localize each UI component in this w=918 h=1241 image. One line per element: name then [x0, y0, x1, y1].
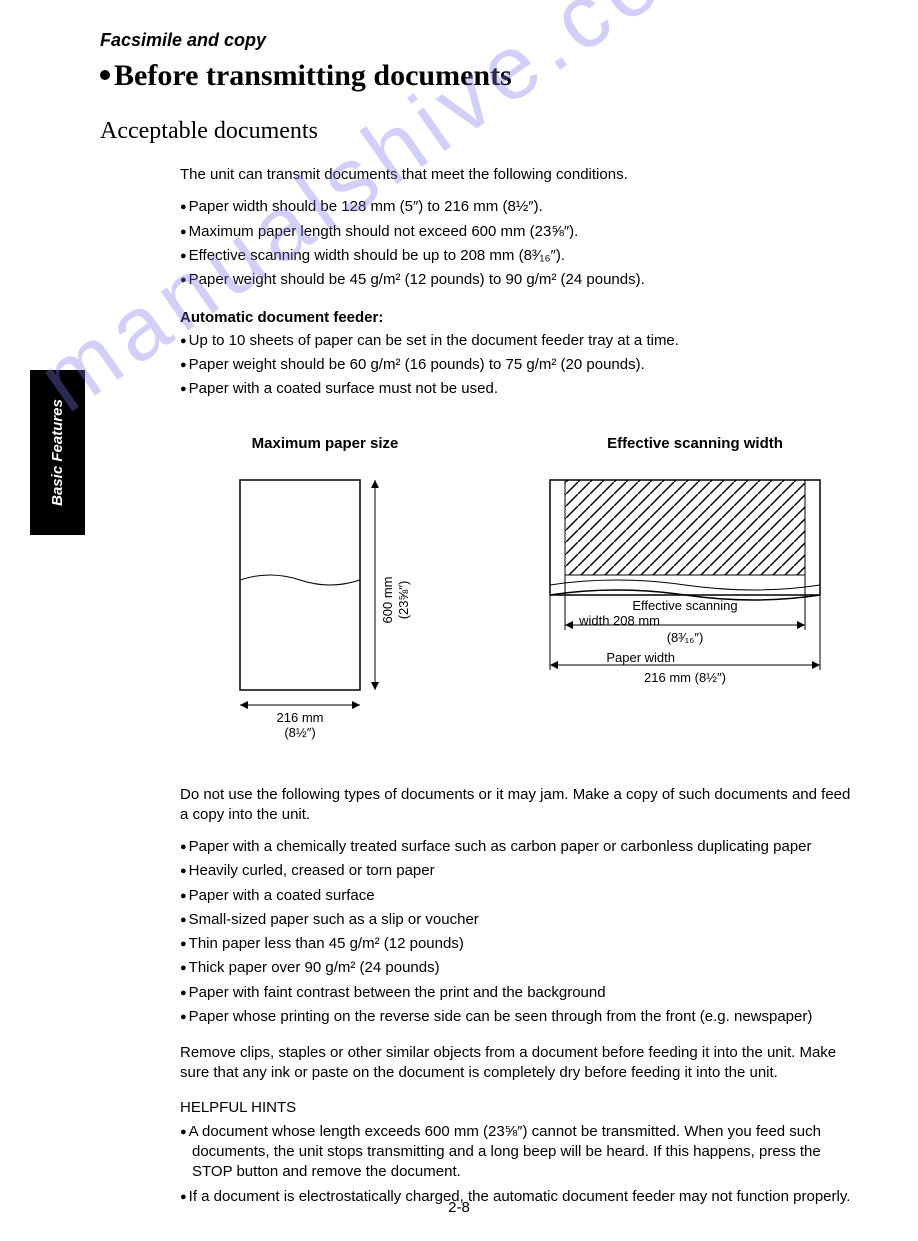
donot-intro: Do not use the following types of docume… [180, 785, 858, 826]
adf-item: Paper weight should be 60 g/m² (16 pound… [180, 355, 858, 375]
donot-item: Thin paper less than 45 g/m² (12 pounds) [180, 934, 858, 954]
max-paper-svg: 600 mm (23⅝″) 216 mm (8½″) [220, 470, 430, 740]
subtitle: Acceptable documents [100, 118, 868, 145]
svg-text:(23⅝″): (23⅝″) [396, 580, 411, 619]
donot-item: Paper whose printing on the reverse side… [180, 1007, 858, 1027]
page-title: Before transmitting documents [100, 59, 868, 93]
content-body: The unit can transmit documents that mee… [180, 165, 858, 1207]
donot-item: Paper with faint contrast between the pr… [180, 983, 858, 1003]
svg-text:600 mm: 600 mm [380, 576, 395, 623]
svg-text:(8½″): (8½″) [284, 725, 315, 740]
donot-item: Paper with a chemically treated surface … [180, 837, 858, 857]
svg-text:216 mm (8½″): 216 mm (8½″) [644, 670, 726, 685]
donot-item: Thick paper over 90 g/m² (24 pounds) [180, 958, 858, 978]
remove-text: Remove clips, staples or other similar o… [180, 1043, 858, 1084]
svg-text:Effective scanning: Effective scanning [632, 598, 737, 613]
hints-heading: HELPFUL HINTS [180, 1098, 858, 1118]
svg-text:width 208 mm: width 208 mm [578, 613, 660, 628]
bullet-icon [100, 70, 110, 80]
page-number: 2-8 [448, 1199, 470, 1216]
donot-item: Small-sized paper such as a slip or vouc… [180, 910, 858, 930]
spec-item: Effective scanning width should be up to… [180, 246, 858, 266]
diagram1-title: Maximum paper size [252, 434, 399, 454]
diagram-max-paper: Maximum paper size 600 mm (23⅝″) 216 mm … [220, 434, 430, 739]
donot-item: Heavily curled, creased or torn paper [180, 861, 858, 881]
hint-item: A document whose length exceeds 600 mm (… [180, 1122, 858, 1183]
adf-item: Up to 10 sheets of paper can be set in t… [180, 331, 858, 351]
diagram-scan-width: Effective scanning width [530, 434, 860, 739]
diagrams-row: Maximum paper size 600 mm (23⅝″) 216 mm … [220, 434, 858, 739]
svg-text:Paper width: Paper width [606, 650, 675, 665]
donot-item: Paper with a coated surface [180, 886, 858, 906]
section-header: Facsimile and copy [100, 30, 868, 51]
svg-text:216 mm: 216 mm [277, 710, 324, 725]
adf-heading: Automatic document feeder: [180, 308, 858, 328]
intro-text: The unit can transmit documents that mee… [180, 165, 858, 185]
scan-width-svg: Effective scanning width 208 mm (8³⁄₁₆″)… [530, 470, 860, 710]
diagram2-title: Effective scanning width [607, 434, 783, 454]
adf-item: Paper with a coated surface must not be … [180, 379, 858, 399]
hint-item: If a document is electrostatically charg… [180, 1187, 858, 1207]
side-tab-label: Basic Features [49, 399, 66, 506]
spec-item: Maximum paper length should not exceed 6… [180, 222, 858, 242]
svg-text:(8³⁄₁₆″): (8³⁄₁₆″) [667, 630, 704, 645]
spec-item: Paper width should be 128 mm (5″) to 216… [180, 197, 858, 217]
spec-item: Paper weight should be 45 g/m² (12 pound… [180, 270, 858, 290]
side-tab: Basic Features [30, 370, 85, 535]
title-text: Before transmitting documents [114, 59, 512, 92]
